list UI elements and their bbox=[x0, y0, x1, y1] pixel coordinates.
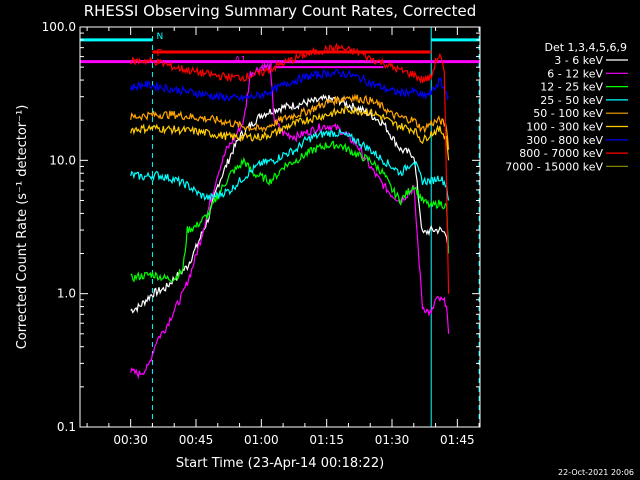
series-line-7 bbox=[130, 42, 450, 294]
legend-entry-6: 300 - 800 keV bbox=[526, 134, 603, 147]
legend-entry-4: 50 - 100 keV bbox=[533, 107, 603, 120]
axes-frame bbox=[79, 26, 481, 428]
y-tick-label: 100.0 bbox=[42, 20, 76, 34]
flare-flag-label: F bbox=[156, 48, 162, 59]
legend-entry-5: 100 - 300 keV bbox=[526, 121, 603, 134]
series-line-3 bbox=[130, 129, 450, 202]
legend-entry-8: 7000 - 15000 keV bbox=[505, 160, 603, 173]
legend-entry-2: 12 - 25 keV bbox=[540, 81, 603, 94]
legend-entry-3: 25 - 50 keV bbox=[540, 94, 603, 107]
y-tick-label: 10.0 bbox=[49, 153, 76, 167]
chart-title: RHESSI Observing Summary Count Rates, Co… bbox=[84, 2, 477, 20]
y-tick-label: 1.0 bbox=[57, 287, 76, 301]
x-tick-label: 01:15 bbox=[309, 433, 344, 447]
footer-timestamp: 22-Oct-2021 20:06 bbox=[558, 468, 634, 477]
y-axis-label: Corrected Count Rate (s⁻¹ detector⁻¹) bbox=[15, 105, 30, 350]
series-line-5 bbox=[130, 105, 450, 161]
x-tick-label: 01:45 bbox=[440, 433, 475, 447]
x-tick-label: 01:00 bbox=[244, 433, 279, 447]
series-line-6 bbox=[130, 68, 450, 103]
y-tick-label: 0.1 bbox=[57, 420, 76, 434]
legend-entry-0: 3 - 6 keV bbox=[554, 54, 603, 67]
legend-title: Det 1,3,4,5,6,9 bbox=[544, 41, 627, 54]
series-line-1 bbox=[130, 62, 450, 380]
series-line-2 bbox=[130, 140, 450, 283]
x-tick-label: 00:30 bbox=[113, 433, 148, 447]
legend-entry-7: 800 - 7000 keV bbox=[519, 147, 603, 160]
legend-entry-1: 6 - 12 keV bbox=[547, 67, 603, 80]
x-axis-label: Start Time (23-Apr-14 00:18:22) bbox=[176, 456, 384, 471]
x-tick-label: 00:45 bbox=[179, 433, 214, 447]
x-tick-label: 01:30 bbox=[375, 433, 410, 447]
attenuator-state-label: A0 bbox=[261, 61, 273, 71]
series-line-0 bbox=[130, 93, 450, 314]
series-line-4 bbox=[130, 93, 450, 150]
attenuator-state-label: A1 bbox=[234, 56, 246, 66]
plot-area: 0.1 1.0 10.0 100.0 00:30 00:45 01:00 01:15 01:30… bbox=[42, 20, 481, 447]
plot-clip bbox=[80, 27, 480, 427]
night-flag-label: N bbox=[156, 32, 163, 42]
